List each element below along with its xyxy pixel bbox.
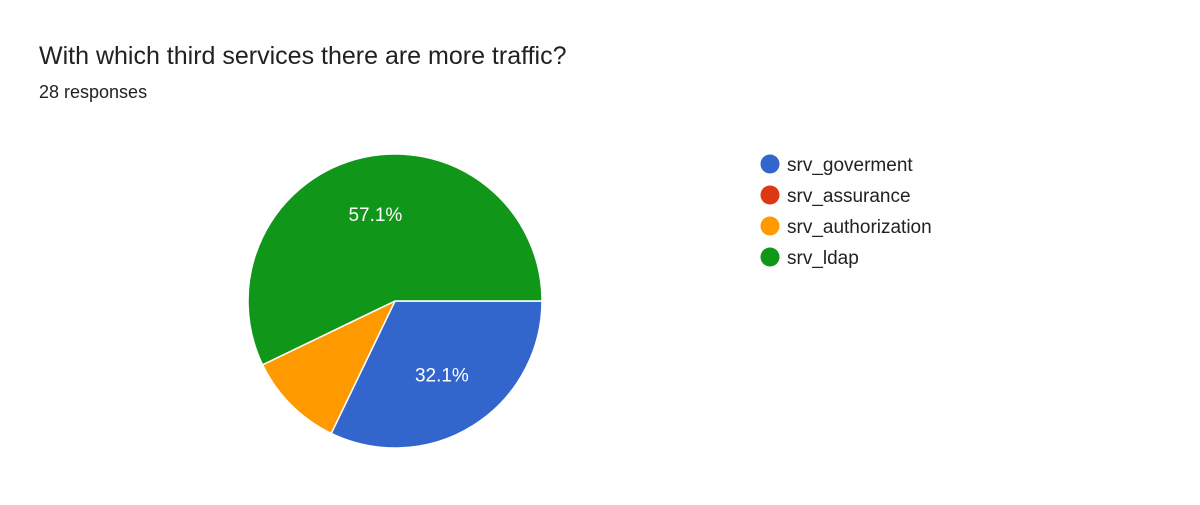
legend-swatch bbox=[760, 185, 780, 205]
legend-item-srv-goverment[interactable]: srv_goverment bbox=[760, 154, 914, 177]
legend-label: srv_assurance bbox=[787, 186, 911, 207]
legend-label: srv_goverment bbox=[787, 155, 913, 176]
pie-slice-srv-goverment[interactable] bbox=[330, 300, 543, 449]
pie-slice-srv-ldap[interactable] bbox=[247, 153, 543, 366]
legend-item-srv-assurance[interactable]: srv_assurance bbox=[760, 185, 911, 208]
pie-slice-labels: 32.1% 57.1% bbox=[348, 205, 468, 387]
slice-label-srv-goverment: 32.1% bbox=[415, 366, 469, 387]
response-count: 28 responses bbox=[39, 82, 148, 102]
chart-legend: srv_goverment srv_assurance srv_authorizat… bbox=[760, 154, 932, 270]
chart-title: With which third services there are more… bbox=[39, 42, 567, 70]
legend-item-srv-authorization[interactable]: srv_authorization bbox=[760, 216, 932, 239]
slice-label-srv-ldap: 57.1% bbox=[348, 205, 402, 226]
legend-item-srv-ldap[interactable]: srv_ldap bbox=[760, 247, 859, 270]
legend-label: srv_authorization bbox=[787, 217, 932, 238]
legend-swatch bbox=[760, 247, 780, 267]
pie-slices bbox=[247, 153, 543, 449]
pie-slice-srv-authorization[interactable] bbox=[261, 300, 396, 435]
legend-swatch bbox=[760, 216, 780, 236]
legend-label: srv_ldap bbox=[787, 248, 859, 269]
legend-swatch bbox=[760, 154, 780, 174]
